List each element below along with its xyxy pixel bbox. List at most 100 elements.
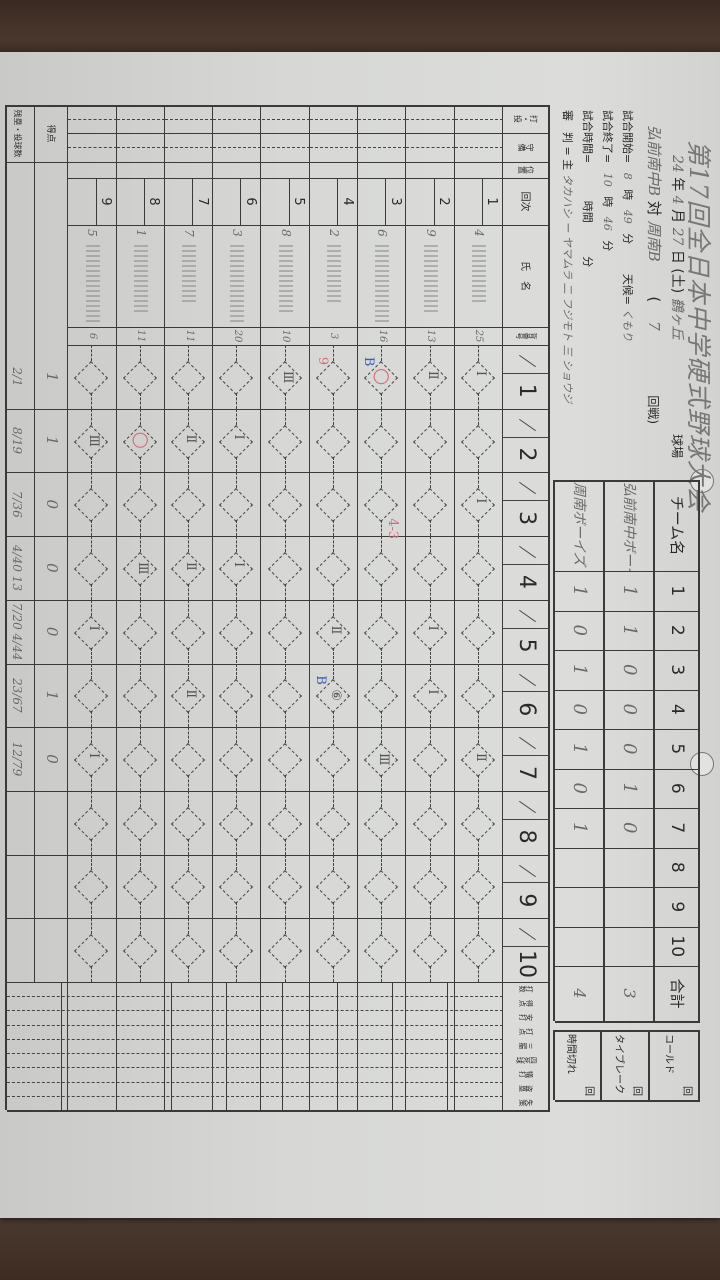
uniform-number: 3 <box>328 332 340 340</box>
base-diamond[interactable] <box>315 743 350 778</box>
base-diamond[interactable] <box>412 806 447 841</box>
base-diamond[interactable] <box>412 615 447 650</box>
base-diamond[interactable] <box>460 806 495 841</box>
base-diamond[interactable] <box>219 424 254 459</box>
base-diamond[interactable] <box>364 934 399 969</box>
base-diamond[interactable] <box>219 934 254 969</box>
base-diamond[interactable] <box>122 488 157 523</box>
uniform-number: 20 <box>231 329 243 343</box>
base-diamond[interactable] <box>74 743 109 778</box>
base-diamond[interactable] <box>460 488 495 523</box>
base-diamond[interactable] <box>364 424 399 459</box>
base-diamond[interactable] <box>122 360 157 395</box>
base-diamond[interactable] <box>460 679 495 714</box>
base-diamond[interactable] <box>364 488 399 523</box>
base-diamond[interactable] <box>267 806 302 841</box>
inning-runs-summary: 1 <box>42 435 61 446</box>
base-diamond[interactable] <box>315 870 350 905</box>
base-diamond[interactable] <box>122 806 157 841</box>
base-diamond[interactable] <box>219 679 254 714</box>
base-diamond[interactable] <box>74 615 109 650</box>
inning-header: 3 <box>667 664 688 676</box>
base-diamond[interactable] <box>315 551 350 586</box>
base-diamond[interactable] <box>460 551 495 586</box>
base-diamond[interactable] <box>219 870 254 905</box>
base-diamond[interactable] <box>412 743 447 778</box>
base-diamond[interactable] <box>219 806 254 841</box>
play-mark: Ⅰ <box>231 561 247 568</box>
base-diamond[interactable] <box>74 360 109 395</box>
round-label: 回戦) <box>646 395 660 425</box>
base-diamond[interactable] <box>74 806 109 841</box>
base-diamond[interactable] <box>219 615 254 650</box>
base-diamond[interactable] <box>74 551 109 586</box>
base-diamond[interactable] <box>364 806 399 841</box>
base-diamond[interactable] <box>315 424 350 459</box>
inning-header: 10 <box>514 950 539 979</box>
base-diamond[interactable] <box>219 360 254 395</box>
base-diamond[interactable] <box>460 615 495 650</box>
base-diamond[interactable] <box>412 551 447 586</box>
base-diamond[interactable] <box>267 870 302 905</box>
base-diamond[interactable] <box>219 743 254 778</box>
base-diamond[interactable] <box>267 679 302 714</box>
base-diamond[interactable] <box>74 870 109 905</box>
diamond-guide <box>236 854 238 871</box>
batter-row-line <box>212 105 214 1110</box>
base-diamond[interactable] <box>412 488 447 523</box>
base-diamond[interactable] <box>122 615 157 650</box>
batting-order: 1 <box>484 197 500 206</box>
base-diamond[interactable] <box>460 424 495 459</box>
base-diamond[interactable] <box>267 424 302 459</box>
base-diamond[interactable] <box>460 934 495 969</box>
base-diamond[interactable] <box>364 679 399 714</box>
base-diamond[interactable] <box>460 360 495 395</box>
base-diamond[interactable] <box>315 360 350 395</box>
base-diamond[interactable] <box>267 615 302 650</box>
base-diamond[interactable] <box>364 551 399 586</box>
stat-header: 犠打 <box>519 1070 534 1079</box>
diamond-guide <box>477 345 479 361</box>
base-diamond[interactable] <box>171 615 206 650</box>
matchup-line: 弘前南中B 対 周南B ( 7 回戦) <box>644 125 665 424</box>
diamond-guide <box>284 472 286 489</box>
stat-row-line <box>61 982 63 1110</box>
base-diamond[interactable] <box>74 488 109 523</box>
base-diamond[interactable] <box>171 870 206 905</box>
player-name-handwriting <box>327 245 342 305</box>
base-diamond[interactable] <box>267 743 302 778</box>
base-diamond[interactable] <box>315 488 350 523</box>
base-diamond[interactable] <box>315 806 350 841</box>
base-diamond[interactable] <box>412 870 447 905</box>
base-diamond[interactable] <box>460 870 495 905</box>
base-diamond[interactable] <box>267 934 302 969</box>
play-mark: B <box>312 675 328 685</box>
base-diamond[interactable] <box>267 551 302 586</box>
base-diamond[interactable] <box>412 934 447 969</box>
uniform-number: 13 <box>425 329 437 343</box>
base-diamond[interactable] <box>364 870 399 905</box>
base-diamond[interactable] <box>122 743 157 778</box>
inning-runs <box>605 887 655 927</box>
grid-line <box>648 1030 650 1100</box>
base-diamond[interactable] <box>122 934 157 969</box>
base-diamond[interactable] <box>171 743 206 778</box>
base-diamond[interactable] <box>219 551 254 586</box>
base-diamond[interactable] <box>219 488 254 523</box>
base-diamond[interactable] <box>122 679 157 714</box>
base-diamond[interactable] <box>412 424 447 459</box>
base-diamond[interactable] <box>171 806 206 841</box>
base-diamond[interactable] <box>74 934 109 969</box>
base-diamond[interactable] <box>412 679 447 714</box>
base-diamond[interactable] <box>364 615 399 650</box>
base-diamond[interactable] <box>267 488 302 523</box>
base-diamond[interactable] <box>122 870 157 905</box>
diamond-guide <box>236 408 238 425</box>
inning-header: 1 <box>514 383 539 398</box>
pitch-count-summary: 8/19 <box>10 427 25 454</box>
base-diamond[interactable] <box>315 934 350 969</box>
base-diamond[interactable] <box>171 934 206 969</box>
base-diamond[interactable] <box>171 488 206 523</box>
base-diamond[interactable] <box>74 679 109 714</box>
base-diamond[interactable] <box>171 360 206 395</box>
